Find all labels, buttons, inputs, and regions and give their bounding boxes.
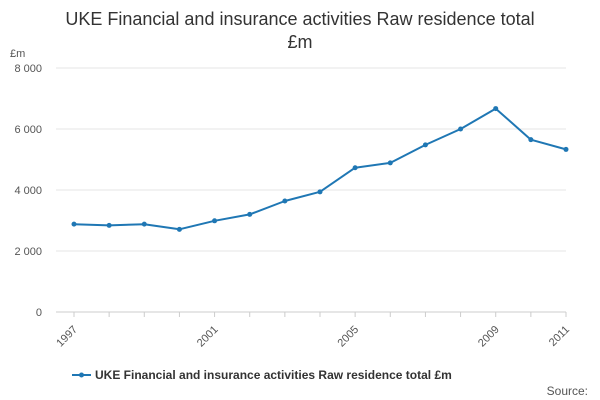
y-tick-label: 8 000 — [14, 63, 42, 75]
data-point[interactable] — [387, 160, 393, 166]
gridlines — [56, 67, 566, 252]
x-tick-label: 2009 — [476, 324, 502, 350]
data-point[interactable] — [352, 165, 358, 171]
data-point[interactable] — [528, 137, 534, 143]
series-line — [73, 107, 567, 231]
legend[interactable]: UKE Financial and insurance activities R… — [72, 368, 452, 382]
data-point[interactable] — [106, 222, 112, 228]
x-tick-label: 2011 — [547, 324, 572, 349]
y-axis-unit-label: £m — [10, 48, 25, 60]
x-tick-label: 2005 — [335, 324, 361, 350]
y-tick-label: 2 000 — [14, 246, 42, 258]
y-tick-label: 6 000 — [14, 124, 42, 136]
data-point[interactable] — [282, 198, 288, 204]
series-layer — [71, 106, 569, 232]
chart-title-line-2: £m — [287, 32, 312, 52]
data-point[interactable] — [71, 221, 77, 227]
chart-title-line-1: UKE Financial and insurance activities R… — [65, 9, 534, 29]
data-point[interactable] — [563, 146, 569, 152]
legend-marker-icon — [79, 372, 84, 378]
x-tick-label: 1997 — [54, 324, 80, 350]
data-point[interactable] — [458, 126, 464, 132]
legend-item-label: UKE Financial and insurance activities R… — [95, 368, 452, 382]
y-tick-label: 0 — [36, 307, 42, 319]
data-point[interactable] — [212, 218, 218, 224]
y-tick-label: 4 000 — [14, 185, 42, 197]
data-point[interactable] — [247, 211, 253, 217]
data-point[interactable] — [141, 221, 147, 227]
x-tick-label: 2001 — [195, 324, 221, 350]
data-point[interactable] — [176, 226, 182, 232]
data-point[interactable] — [493, 106, 499, 112]
data-point[interactable] — [422, 142, 428, 148]
source-label: Source: — [547, 384, 588, 398]
data-point[interactable] — [317, 189, 323, 195]
axes: 0 2 000 4 000 6 000 8 000 1997 2001 2005 2009 201… — [14, 63, 572, 349]
